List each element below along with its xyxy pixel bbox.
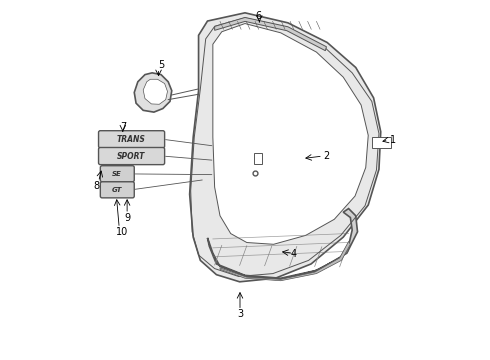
Text: SPORT: SPORT: [117, 152, 146, 161]
Text: 7: 7: [120, 122, 126, 132]
Polygon shape: [220, 242, 350, 281]
Polygon shape: [215, 18, 326, 51]
FancyBboxPatch shape: [98, 148, 165, 165]
FancyBboxPatch shape: [100, 182, 134, 198]
Text: 1: 1: [390, 135, 396, 145]
Polygon shape: [190, 13, 381, 282]
Polygon shape: [207, 208, 358, 279]
Polygon shape: [213, 23, 368, 244]
Text: 8: 8: [94, 181, 100, 192]
Text: 10: 10: [116, 227, 128, 237]
Text: 9: 9: [124, 212, 130, 222]
Polygon shape: [134, 73, 172, 112]
Text: 5: 5: [158, 60, 164, 69]
Text: 2: 2: [323, 151, 330, 161]
Text: 6: 6: [255, 12, 262, 21]
Polygon shape: [254, 153, 262, 164]
Text: TRANS: TRANS: [117, 135, 146, 144]
FancyBboxPatch shape: [98, 131, 165, 148]
Text: 4: 4: [290, 249, 296, 259]
Bar: [372, 137, 392, 148]
Polygon shape: [143, 79, 168, 104]
Text: GT: GT: [112, 187, 122, 193]
Text: 3: 3: [237, 309, 243, 319]
FancyBboxPatch shape: [100, 166, 134, 182]
Text: SE: SE: [112, 171, 122, 177]
